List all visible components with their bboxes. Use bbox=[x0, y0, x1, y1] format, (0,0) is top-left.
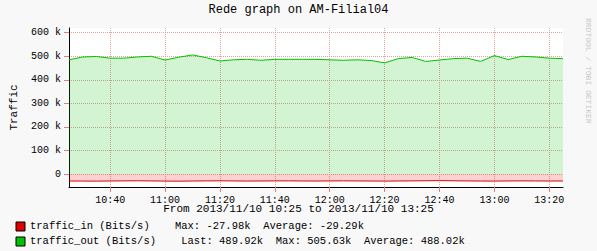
svg-text:11:40: 11:40 bbox=[260, 195, 290, 206]
svg-text:10:40: 10:40 bbox=[95, 195, 125, 206]
svg-text:12:00: 12:00 bbox=[315, 195, 345, 206]
svg-text:500 k: 500 k bbox=[31, 51, 61, 62]
svg-text:Traffic: Traffic bbox=[8, 84, 20, 130]
svg-text:11:20: 11:20 bbox=[205, 195, 235, 206]
svg-text:200 k: 200 k bbox=[31, 121, 61, 132]
svg-text:RRDTOOL / TOBI OETIKER: RRDTOOL / TOBI OETIKER bbox=[584, 18, 593, 124]
svg-text:100 k: 100 k bbox=[31, 145, 61, 156]
svg-text:traffic_out (Bits/s) Last:: traffic_out (Bits/s) Last: 489.92k Max: … bbox=[30, 235, 465, 247]
svg-text:0: 0 bbox=[55, 169, 61, 180]
svg-text:12:20: 12:20 bbox=[370, 195, 400, 206]
svg-text:13:20: 13:20 bbox=[534, 195, 564, 206]
svg-text:traffic_in (Bits/s) Max: -2: traffic_in (Bits/s) Max: -27.98k Average… bbox=[30, 220, 364, 232]
svg-text:400 k: 400 k bbox=[31, 74, 61, 85]
svg-text:600 k: 600 k bbox=[31, 27, 61, 38]
svg-text:11:00: 11:00 bbox=[150, 195, 180, 206]
svg-text:From 2013/11/10 10:25 to 2013/: From 2013/11/10 10:25 to 2013/11/10 13:2… bbox=[163, 202, 434, 215]
svg-text:12:40: 12:40 bbox=[424, 195, 454, 206]
svg-text:300 k: 300 k bbox=[31, 98, 61, 109]
svg-text:13:00: 13:00 bbox=[479, 195, 509, 206]
svg-text:Rede graph on AM-Filial04: Rede graph on AM-Filial04 bbox=[208, 3, 388, 17]
